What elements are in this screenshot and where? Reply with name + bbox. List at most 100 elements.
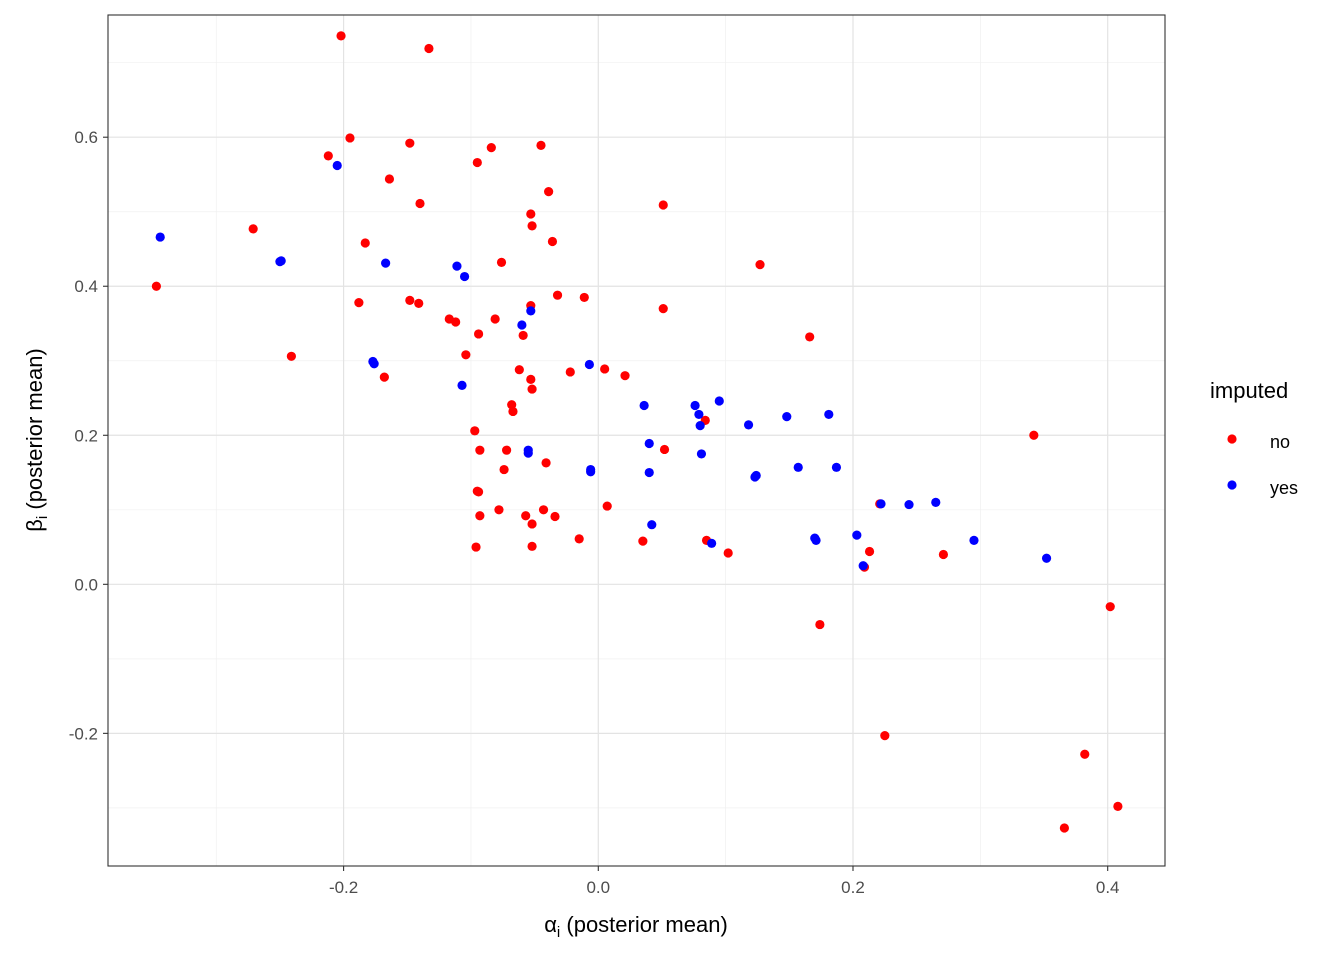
point-yes	[1041, 553, 1052, 563]
point-yes	[793, 462, 803, 472]
plot-panel	[108, 15, 1165, 866]
x-tick-label: 0.2	[841, 878, 865, 897]
x-tick-label: 0.0	[586, 878, 610, 897]
point-yes	[517, 320, 527, 330]
point-no	[536, 140, 546, 151]
point-yes	[332, 160, 342, 171]
point-no	[526, 209, 536, 219]
point-no	[336, 31, 346, 41]
point-yes	[526, 306, 536, 316]
legend-label-yes: yes	[1270, 478, 1298, 498]
point-yes	[369, 359, 379, 369]
point-no	[414, 298, 424, 308]
point-no	[815, 619, 825, 630]
point-yes	[639, 400, 649, 411]
point-no	[486, 143, 496, 153]
point-no	[496, 257, 507, 268]
point-no	[151, 281, 161, 291]
point-no	[547, 236, 558, 247]
point-yes	[750, 472, 760, 482]
point-no	[579, 292, 589, 303]
point-no	[544, 187, 554, 197]
point-no	[405, 295, 415, 306]
point-yes	[831, 462, 842, 472]
point-no	[527, 221, 537, 231]
point-no	[938, 549, 949, 560]
point-yes	[584, 359, 594, 370]
point-no	[475, 445, 485, 455]
point-no	[415, 198, 425, 209]
point-no	[574, 534, 584, 544]
point-no	[470, 426, 480, 436]
point-no	[1113, 801, 1123, 811]
point-no	[755, 260, 765, 270]
point-yes	[457, 380, 467, 390]
point-yes	[644, 438, 654, 449]
point-no	[723, 548, 733, 558]
legend-key-yes	[1227, 480, 1237, 490]
point-no	[552, 290, 563, 300]
point-yes	[647, 520, 657, 530]
y-tick-label: 0.0	[74, 575, 98, 594]
point-no	[451, 317, 461, 327]
point-no	[1029, 430, 1039, 440]
point-yes	[782, 412, 792, 422]
y-tick-label: 0.2	[74, 426, 98, 445]
x-tick-label: 0.4	[1096, 878, 1120, 897]
point-no	[473, 487, 484, 497]
point-yes	[155, 232, 165, 242]
point-no	[514, 365, 524, 375]
point-no	[600, 364, 610, 374]
point-no	[471, 542, 481, 552]
point-no	[286, 351, 296, 361]
x-axis-title-text: (posterior mean)	[560, 912, 728, 937]
point-no	[248, 224, 258, 234]
point-yes	[858, 561, 868, 571]
data-points	[151, 31, 1123, 833]
point-no	[405, 138, 415, 148]
point-no	[527, 384, 537, 394]
y-tick-label: 0.4	[74, 277, 98, 296]
point-no	[521, 511, 531, 521]
point-yes	[876, 499, 886, 509]
y-axis-symbol: β	[22, 519, 47, 532]
point-no	[379, 372, 389, 382]
point-no	[384, 174, 395, 184]
point-no	[354, 298, 364, 308]
point-no	[638, 536, 648, 546]
point-no	[1059, 823, 1069, 833]
point-no	[541, 458, 551, 468]
legend-key-no	[1227, 434, 1237, 444]
point-no	[864, 546, 875, 557]
point-no	[1080, 749, 1090, 759]
point-no	[490, 314, 500, 324]
point-no	[424, 43, 434, 54]
point-yes	[523, 448, 533, 458]
y-axis-title: βi (posterior mean)	[22, 348, 51, 532]
point-yes	[743, 420, 754, 430]
point-no	[880, 730, 890, 741]
point-no	[565, 367, 575, 377]
point-no	[360, 238, 370, 248]
point-yes	[459, 271, 470, 282]
x-axis: -0.2 0.0 0.2 0.4	[329, 866, 1120, 897]
y-tick-label: -0.2	[69, 724, 98, 743]
legend-title: imputed	[1210, 378, 1288, 403]
x-axis-symbol: α	[544, 912, 557, 937]
point-no	[526, 374, 536, 384]
point-yes	[644, 467, 654, 478]
y-axis-subscript: i	[34, 516, 51, 519]
point-no	[475, 511, 485, 521]
point-yes	[452, 261, 462, 271]
x-axis-title: αi (posterior mean)	[544, 912, 728, 941]
point-yes	[811, 535, 821, 545]
point-no	[550, 511, 560, 522]
point-no	[527, 519, 537, 529]
y-axis: -0.2 0.0 0.2 0.4 0.6	[69, 128, 108, 743]
x-tick-label: -0.2	[329, 878, 358, 897]
plot-border	[107, 14, 1166, 867]
point-yes	[904, 499, 914, 510]
point-yes	[695, 420, 705, 431]
point-no	[538, 505, 549, 515]
point-no	[508, 406, 518, 417]
